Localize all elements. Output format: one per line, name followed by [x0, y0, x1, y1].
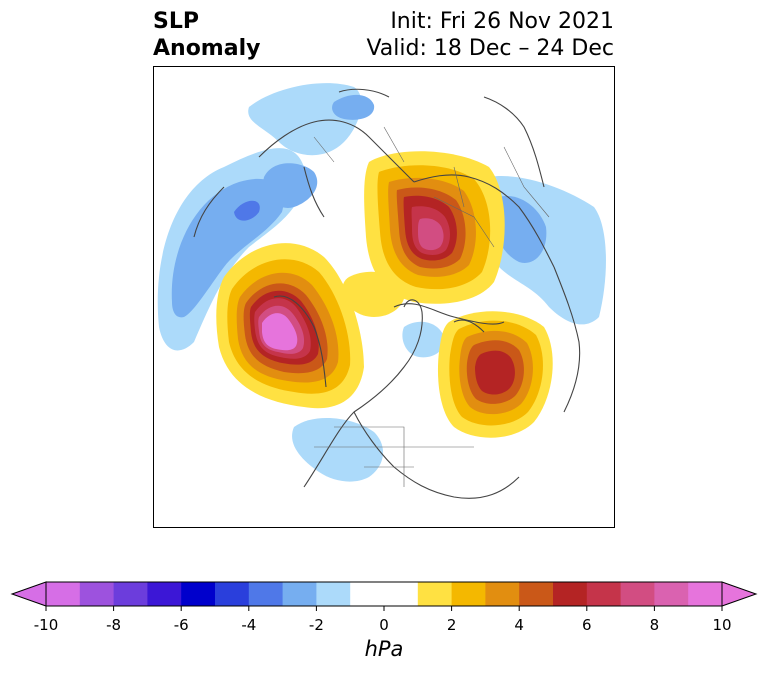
- colorbar-tick-label: 10: [712, 616, 731, 634]
- colorbar-tick-label: 4: [514, 616, 524, 634]
- colorbar-swatch: [688, 582, 723, 606]
- colorbar-swatch: [248, 582, 284, 606]
- colorbar-tick-label: 6: [582, 616, 592, 634]
- colorbar-swatch: [147, 582, 182, 606]
- colorbar-swatch: [282, 582, 317, 606]
- colorbar-swatch: [553, 582, 588, 606]
- colorbar-swatch: [519, 582, 554, 606]
- colorbar-swatch: [485, 582, 520, 606]
- colorbar-swatches: [46, 582, 723, 606]
- colorbar-tick-label: 2: [447, 616, 457, 634]
- colorbar-swatch: [316, 582, 351, 606]
- colorbar-swatch: [620, 582, 655, 606]
- negative-anomaly-arctic: [248, 83, 375, 208]
- colorbar-ticks: -10 -8 -6 -4 -2 0 2 4 6 8 10: [34, 606, 732, 634]
- borders: [313, 126, 550, 487]
- colorbar-swatch: [113, 582, 148, 606]
- colorbar-tick-label: 0: [379, 616, 389, 634]
- colorbar-tick-label: -6: [174, 616, 189, 634]
- colorbar-swatch: [181, 582, 216, 606]
- colorbar-swatch: [417, 582, 453, 606]
- variable-title: SLP Anomaly: [153, 8, 260, 62]
- colorbar-extend-max: [721, 581, 758, 607]
- positive-anomaly-siberia: [364, 151, 505, 304]
- coastlines: [193, 88, 581, 499]
- colorbar-swatch: [586, 582, 622, 606]
- colorbar-extend-min: [10, 581, 47, 607]
- date-title: Init: Fri 26 Nov 2021 Valid: 18 Dec – 24…: [366, 8, 614, 62]
- colorbar-tick-label: -4: [241, 616, 256, 634]
- colorbar-swatch: [451, 582, 486, 606]
- colorbar-swatch: [79, 582, 115, 606]
- colorbar-tick-label: -2: [309, 616, 324, 634]
- colorbar-swatch: [215, 582, 250, 606]
- positive-anomaly-bridge: [342, 271, 405, 317]
- init-date-label: Init: Fri 26 Nov 2021: [390, 9, 614, 34]
- colorbar-tick-label: -8: [106, 616, 121, 634]
- negative-anomaly-pacific: [157, 148, 305, 351]
- positive-anomaly-atlantic: [437, 311, 553, 438]
- valid-range-label: Valid: 18 Dec – 24 Dec: [366, 36, 614, 61]
- negative-anomaly-usa: [292, 321, 445, 482]
- colorbar-unit-label: hPa: [365, 637, 404, 661]
- colorbar: -10 -8 -6 -4 -2 0 2 4 6 8 10 hPa: [0, 575, 768, 673]
- colorbar-swatch: [654, 582, 689, 606]
- anomaly-field: [157, 83, 606, 482]
- title-anomaly-line: Anomaly: [153, 36, 261, 61]
- positive-anomaly-alaska: [216, 243, 364, 409]
- colorbar-tick-label: -10: [34, 616, 59, 634]
- colorbar-swatch: [350, 582, 385, 606]
- negative-anomaly-asia: [481, 176, 606, 325]
- colorbar-svg: -10 -8 -6 -4 -2 0 2 4 6 8 10 hPa: [10, 581, 758, 661]
- colorbar-tick-label: 8: [650, 616, 660, 634]
- map-svg: [157, 83, 606, 499]
- colorbar-swatch: [46, 582, 81, 606]
- title-variable-line: SLP: [153, 9, 199, 34]
- map-panel: [153, 66, 615, 528]
- colorbar-swatch: [384, 582, 419, 606]
